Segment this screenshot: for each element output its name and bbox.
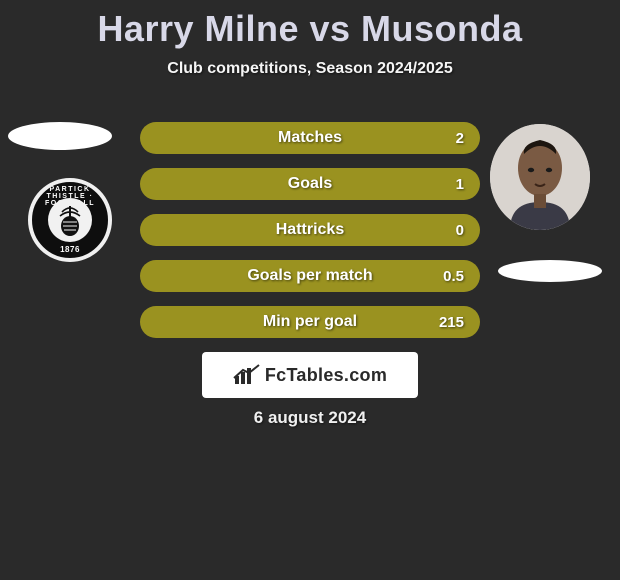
date-label: 6 august 2024 (0, 408, 620, 428)
player-right-avatar (490, 124, 590, 230)
page-subtitle: Club competitions, Season 2024/2025 (0, 60, 620, 78)
stat-value-right: 0 (456, 222, 464, 239)
stat-row: Hattricks 0 (140, 214, 480, 246)
brand-text: FcTables.com (265, 365, 387, 386)
stat-value-right: 215 (439, 314, 464, 331)
stat-value-right: 0.5 (443, 268, 464, 285)
page-title: Harry Milne vs Musonda (0, 0, 620, 50)
stat-label: Hattricks (276, 221, 344, 239)
stat-row: Min per goal 215 (140, 306, 480, 338)
stat-row: Goals 1 (140, 168, 480, 200)
stat-label: Goals (288, 175, 332, 193)
player-right-shadow (498, 260, 602, 282)
stat-value-right: 2 (456, 130, 464, 147)
club-crest-left: PARTICK THISTLE · FOOTBALL CLUB 1876 (28, 178, 112, 262)
stat-label: Min per goal (263, 313, 357, 331)
stats-container: Matches 2 Goals 1 Hattricks 0 Goals per … (140, 122, 480, 352)
stat-row: Goals per match 0.5 (140, 260, 480, 292)
stat-value-right: 1 (456, 176, 464, 193)
stat-label: Matches (278, 129, 342, 147)
player-left-shadow (8, 122, 112, 150)
stat-row: Matches 2 (140, 122, 480, 154)
crest-ring-text-bottom: 1876 (32, 245, 108, 254)
brand-badge: FcTables.com (202, 352, 418, 398)
bar-chart-icon (233, 364, 261, 386)
thistle-icon (48, 198, 92, 242)
avatar-placeholder-icon (490, 124, 590, 230)
stat-label: Goals per match (247, 267, 372, 285)
